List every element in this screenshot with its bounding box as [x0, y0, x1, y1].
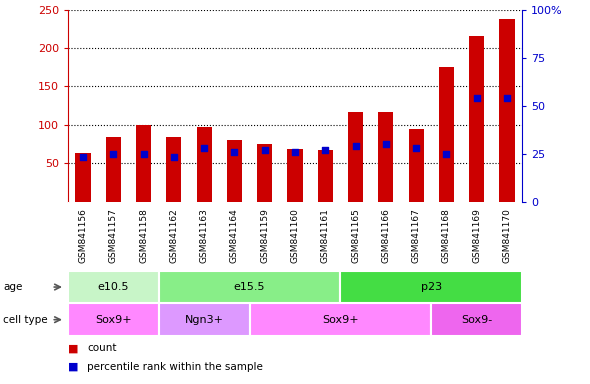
Text: GSM841161: GSM841161	[321, 209, 330, 263]
Text: GSM841158: GSM841158	[139, 209, 148, 263]
Text: GSM841165: GSM841165	[351, 209, 360, 263]
Bar	[408, 129, 424, 202]
Bar	[76, 153, 91, 202]
Bar	[159, 303, 250, 336]
Text: GSM841166: GSM841166	[381, 209, 391, 263]
Text: Sox9+: Sox9+	[322, 314, 359, 325]
Text: GSM841159: GSM841159	[260, 209, 269, 263]
Point	[169, 154, 179, 161]
Text: ■: ■	[68, 362, 78, 372]
Text: e10.5: e10.5	[97, 282, 129, 292]
Bar	[250, 303, 431, 336]
Point	[78, 154, 88, 161]
Text: GSM841156: GSM841156	[78, 209, 87, 263]
Bar	[166, 137, 182, 202]
Bar	[68, 303, 159, 336]
Bar	[469, 36, 484, 202]
Point	[260, 147, 270, 153]
Point	[472, 95, 481, 101]
Point	[351, 143, 360, 149]
Text: e15.5: e15.5	[234, 282, 266, 292]
Text: GSM841157: GSM841157	[109, 209, 118, 263]
Bar	[340, 271, 522, 303]
Point	[320, 147, 330, 153]
Bar	[257, 144, 272, 202]
Point	[381, 141, 391, 147]
Text: GSM841167: GSM841167	[412, 209, 421, 263]
Text: GSM841170: GSM841170	[503, 209, 512, 263]
Point	[442, 151, 451, 157]
Point	[230, 149, 239, 155]
Text: Sox9-: Sox9-	[461, 314, 492, 325]
Text: GSM841163: GSM841163	[199, 209, 209, 263]
Bar	[317, 150, 333, 202]
Text: GSM841160: GSM841160	[290, 209, 300, 263]
Text: p23: p23	[421, 282, 442, 292]
Text: Ngn3+: Ngn3+	[185, 314, 224, 325]
Text: ■: ■	[68, 343, 78, 353]
Point	[290, 149, 300, 155]
Point	[199, 145, 209, 151]
Bar	[348, 112, 363, 202]
Bar	[106, 137, 121, 202]
Text: GSM841168: GSM841168	[442, 209, 451, 263]
Text: GSM841169: GSM841169	[472, 209, 481, 263]
Point	[139, 151, 148, 157]
Bar	[136, 125, 151, 202]
Text: percentile rank within the sample: percentile rank within the sample	[87, 362, 263, 372]
Point	[411, 145, 421, 151]
Point	[502, 95, 512, 101]
Text: GSM841162: GSM841162	[169, 209, 178, 263]
Point	[109, 151, 118, 157]
Text: cell type: cell type	[3, 314, 48, 325]
Text: count: count	[87, 343, 117, 353]
Text: GSM841164: GSM841164	[230, 209, 239, 263]
Bar	[227, 140, 242, 202]
Bar	[196, 127, 212, 202]
Bar	[499, 19, 514, 202]
Bar	[287, 149, 303, 202]
Text: Sox9+: Sox9+	[95, 314, 132, 325]
Text: age: age	[3, 282, 22, 292]
Bar	[431, 303, 522, 336]
Bar	[378, 112, 394, 202]
Bar	[159, 271, 340, 303]
Bar	[439, 67, 454, 202]
Bar	[68, 271, 159, 303]
